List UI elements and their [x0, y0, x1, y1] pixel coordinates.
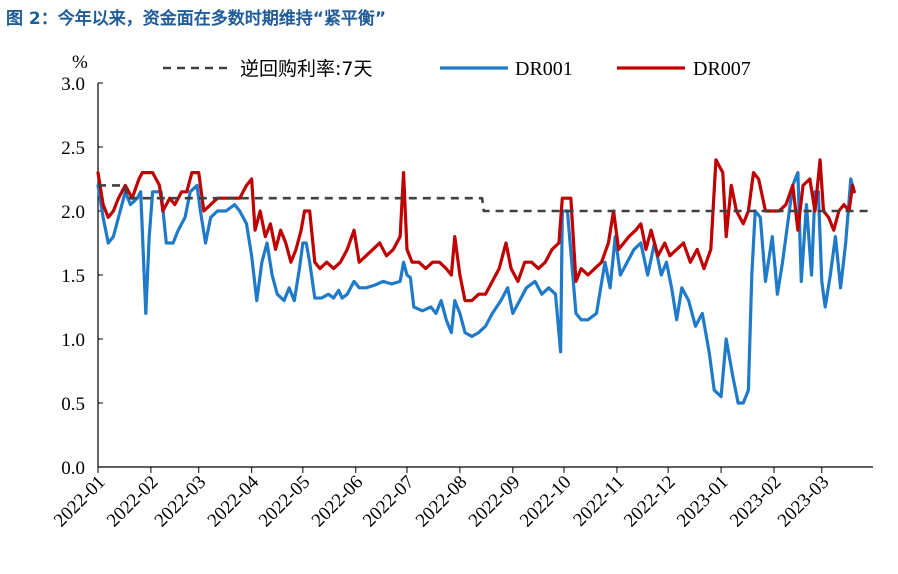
legend-label: DR001 [515, 58, 573, 80]
y-tick-label: 3.0 [61, 74, 85, 95]
reverse-repo-7d-line [98, 184, 873, 213]
series-layer [96, 158, 873, 405]
dr001-line [96, 171, 856, 405]
x-tick-label: 2022-06 [308, 472, 368, 532]
y-tick-label: 1.0 [61, 330, 85, 351]
x-tick-label: 2023-01 [673, 472, 733, 532]
y-tick-label: 1.5 [61, 266, 85, 287]
legend-label: DR007 [693, 58, 751, 80]
x-tick-label: 2022-09 [465, 472, 525, 532]
x-tick-label: 2022-01 [50, 472, 110, 532]
figure-title: 图 2：今年以来，资金面在多数时期维持“紧平衡” [6, 9, 387, 29]
y-tick-label: 0.5 [61, 394, 85, 415]
x-tick-label: 2022-02 [103, 472, 163, 532]
y-axis: 0.0 0.5 1.0 1.5 2.0 2.5 3.0% [61, 52, 103, 479]
x-tick-label: 2022-08 [412, 472, 472, 532]
x-tick-label: 2022-11 [569, 472, 628, 531]
y-tick-label: 2.5 [61, 138, 85, 159]
x-tick-label: 2023-02 [726, 472, 786, 532]
x-tick-label: 2022-04 [204, 471, 264, 531]
x-axis: 2022-012022-022022-032022-042022-052022-… [50, 466, 873, 532]
x-tick-label: 2022-07 [359, 472, 419, 532]
x-tick-label: 2023-03 [774, 472, 834, 532]
x-tick-label: 2022-05 [255, 472, 315, 532]
y-tick-label: 2.0 [61, 202, 85, 223]
x-tick-label: 2022-12 [620, 472, 680, 532]
chart-legend: 逆回购利率:7天 DR001 DR007 [163, 58, 751, 80]
y-unit-label: % [72, 52, 88, 73]
x-tick-label: 2022-10 [516, 472, 576, 532]
x-tick-label: 2022-03 [151, 472, 211, 532]
dr007-line [96, 158, 856, 303]
y-tick-label: 0.0 [61, 458, 85, 479]
legend-label: 逆回购利率:7天 [240, 58, 373, 80]
